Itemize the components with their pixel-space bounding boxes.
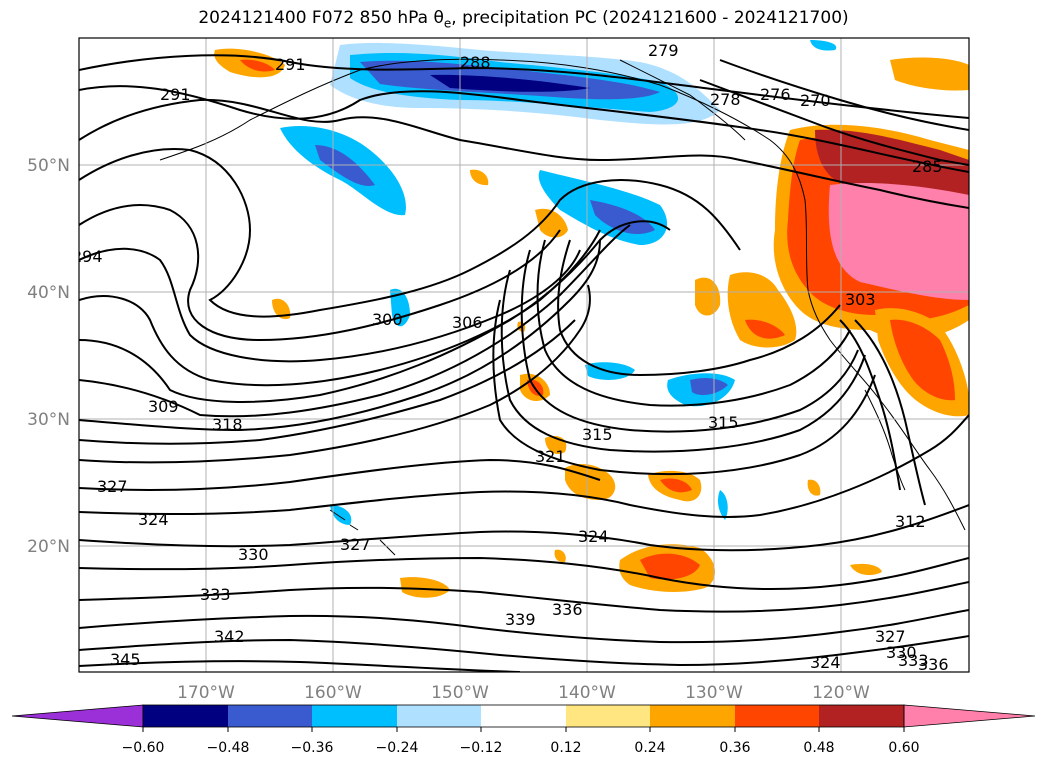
colorbar-frame (142, 704, 905, 728)
contour-labels: 291 288 291 270 276 278 285 294 303 300 … (72, 41, 949, 674)
contour-label: 315 (708, 413, 739, 432)
contour-label: 324 (810, 653, 841, 672)
longitude-labels: 170°W 160°W 150°W 140°W 130°W 120°W (177, 683, 870, 703)
lon-label-160w: 160°W (304, 683, 362, 703)
contour-label: 294 (72, 247, 103, 266)
contour-label: 324 (138, 510, 169, 529)
colorbar-segment (566, 705, 650, 727)
graticule (79, 38, 969, 672)
lon-label-140w: 140°W (558, 683, 616, 703)
contour-label: 333 (898, 651, 929, 670)
colorbar-tick-label: 0.48 (803, 740, 834, 756)
lat-label-30n: 30°N (27, 410, 70, 430)
latitude-labels: 50°N 40°N 30°N 20°N (27, 156, 70, 557)
contour-label: 342 (214, 627, 245, 646)
contour-label: 303 (845, 290, 876, 309)
contour-label: 306 (452, 313, 483, 332)
contour-label: 288 (460, 53, 491, 72)
lat-label-20n: 20°N (27, 537, 70, 557)
contour-label: 318 (212, 415, 243, 434)
contour-label: 315 (582, 425, 613, 444)
title-rest: , precipitation PC (2024121600 - 2024121… (451, 8, 849, 28)
colorbar-tick-label: 0.36 (719, 740, 750, 756)
contour-label: 330 (886, 643, 917, 662)
lon-label-130w: 130°W (685, 683, 743, 703)
contour-label: 270 (800, 91, 831, 110)
colorbar-tick-label: −0.24 (376, 740, 419, 756)
colorbar-tick-label: −0.60 (122, 740, 165, 756)
colorbar-segment (312, 705, 397, 727)
colorbar-tick-label: 0.24 (634, 740, 665, 756)
contour-label: 330 (238, 545, 269, 564)
contour-label: 327 (97, 477, 128, 496)
contour-label: 336 (552, 600, 583, 619)
colorbar-tick-label: 0.60 (888, 740, 919, 756)
colorbar-segment (481, 705, 566, 727)
theta-e-contours (79, 54, 969, 672)
contour-label: 324 (578, 527, 609, 546)
colorbar-tick-label: −0.48 (207, 740, 250, 756)
colorbar: −0.60 −0.48 −0.36 −0.24 −0.12 0.12 0.24 … (11, 704, 1036, 756)
contour-label: 291 (275, 55, 306, 74)
contour-label: 278 (710, 90, 741, 109)
contour-label: 321 (535, 447, 566, 466)
colorbar-extend-high (903, 704, 1036, 728)
contour-label: 309 (148, 397, 179, 416)
title-main: 2024121400 F072 850 hPa θ (198, 8, 444, 28)
map-frame (78, 37, 970, 673)
contour-label: 279 (648, 41, 679, 60)
contour-label: 327 (340, 535, 371, 554)
contour-label: 345 (110, 650, 141, 669)
contour-label: 285 (912, 157, 943, 176)
lon-label-120w: 120°W (812, 683, 870, 703)
colorbar-segment (650, 705, 735, 727)
title-subscript: e (443, 16, 452, 31)
colorbar-tick-label: −0.36 (291, 740, 334, 756)
contour-label: 276 (760, 85, 791, 104)
contour-label: 327 (875, 627, 906, 646)
lon-label-150w: 150°W (431, 683, 489, 703)
colorbar-extend-low (11, 704, 144, 728)
colorbar-segment (819, 705, 904, 727)
contour-label: 312 (895, 512, 926, 531)
lat-label-40n: 40°N (27, 283, 70, 303)
contour-label: 333 (200, 585, 231, 604)
colorbar-segment (397, 705, 481, 727)
contour-label: 300 (372, 310, 403, 329)
colorbar-segment (143, 705, 228, 727)
colorbar-tick-label: −0.12 (460, 740, 503, 756)
map-title: 2024121400 F072 850 hPa θe, precipitatio… (0, 8, 1047, 30)
colorbar-tick-label: 0.12 (550, 740, 581, 756)
map-plot-area: 291 288 291 270 276 278 285 294 303 300 … (72, 38, 969, 674)
precip-negative-shading (280, 40, 837, 525)
lat-label-50n: 50°N (27, 156, 70, 176)
colorbar-segment (228, 705, 312, 727)
colorbar-segment (735, 705, 819, 727)
contour-label: 339 (505, 610, 536, 629)
contour-label: 336 (918, 655, 949, 674)
contour-label: 291 (160, 85, 191, 104)
lon-label-170w: 170°W (177, 683, 235, 703)
